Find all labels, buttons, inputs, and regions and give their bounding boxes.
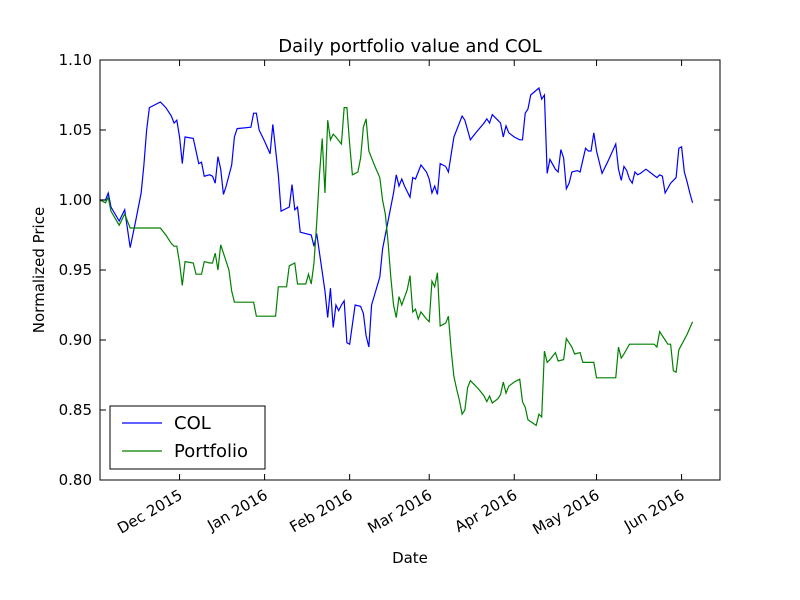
legend: COL Portfolio bbox=[109, 405, 266, 470]
y-tick-label: 0.90 bbox=[59, 331, 92, 349]
chart-title: Daily portfolio value and COL bbox=[278, 36, 542, 57]
y-axis: 0.80 0.85 0.90 0.95 1.00 1.05 1.10 bbox=[59, 51, 720, 489]
legend-box bbox=[109, 405, 266, 470]
y-tick-label: 1.10 bbox=[59, 51, 92, 69]
y-tick-label: 1.00 bbox=[59, 191, 92, 209]
series-layer bbox=[100, 86, 694, 427]
series-line-col bbox=[100, 86, 694, 348]
series-line-portfolio bbox=[100, 107, 694, 427]
y-tick-label: 0.85 bbox=[59, 401, 92, 419]
y-axis-title: Normalized Price bbox=[30, 207, 48, 333]
y-tick-label: 1.05 bbox=[59, 121, 92, 139]
y-tick-label: 0.95 bbox=[59, 261, 92, 279]
legend-label-portfolio: Portfolio bbox=[174, 441, 248, 462]
legend-label-col: COL bbox=[174, 413, 211, 434]
x-axis-title: Date bbox=[392, 549, 428, 567]
y-tick-label: 0.80 bbox=[59, 471, 92, 489]
